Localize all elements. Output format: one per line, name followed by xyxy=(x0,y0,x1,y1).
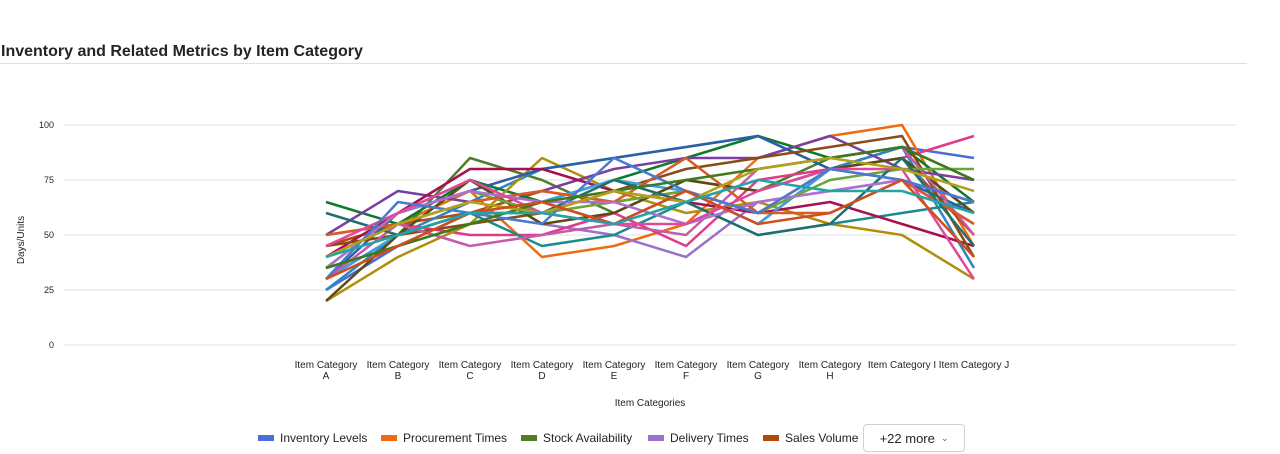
legend-swatch xyxy=(521,435,537,441)
legend-label: Procurement Times xyxy=(403,431,508,445)
y-tick-label: 50 xyxy=(44,230,54,240)
chevron-down-icon: ⌄ xyxy=(940,432,949,443)
y-tick-label: 0 xyxy=(49,340,54,350)
x-tick-label-line: E xyxy=(611,371,618,382)
legend-item[interactable]: Sales Volume xyxy=(763,430,858,446)
legend-swatch xyxy=(381,435,397,441)
x-tick-label-line: Item Category I xyxy=(868,360,936,371)
series-line-series-27[interactable] xyxy=(325,178,975,259)
series-line-series-9[interactable] xyxy=(325,156,975,303)
legend-label: Stock Availability xyxy=(543,431,633,445)
x-tick-label-line: G xyxy=(754,371,762,382)
legend-item[interactable]: Inventory Levels xyxy=(258,430,367,446)
y-tick-label: 25 xyxy=(44,285,54,295)
legend: Inventory Levels Procurement Times Stock A… xyxy=(0,424,1280,454)
x-tick-label-line: Item Category xyxy=(655,360,718,371)
x-tick-label: Item Category G xyxy=(727,360,790,382)
x-tick-label-line: F xyxy=(683,371,689,382)
series-line-series-23[interactable] xyxy=(325,156,975,280)
legend-swatch xyxy=(648,435,664,441)
x-tick-label: Item Category C xyxy=(439,360,502,382)
x-tick-label-line: Item Category J xyxy=(939,360,1010,371)
x-tick-label-line: H xyxy=(826,371,833,382)
y-axis-title: Days/Units xyxy=(16,216,27,264)
legend-label: Sales Volume xyxy=(785,431,859,445)
series-line-series-22[interactable] xyxy=(325,167,976,280)
title-divider xyxy=(0,63,1247,64)
series-line-series-26[interactable] xyxy=(325,178,975,281)
x-tick-label: Item Category A xyxy=(295,360,358,382)
x-tick-label-line: C xyxy=(466,371,473,382)
chart-title: Inventory and Related Metrics by Item Ca… xyxy=(1,43,363,60)
y-tick-label: 100 xyxy=(39,120,54,130)
x-tick-label: Item Category F xyxy=(655,360,718,382)
x-tick-label: Item Category H xyxy=(799,360,862,382)
x-tick-label: Item Category J xyxy=(939,360,1010,371)
legend-label: Delivery Times xyxy=(670,431,749,445)
x-tick-label-line: Item Category xyxy=(727,360,790,371)
x-tick-label-line: Item Category xyxy=(799,360,862,371)
series-line-series-24[interactable] xyxy=(325,145,975,270)
y-tick-label: 75 xyxy=(44,175,54,185)
x-tick-label-line: Item Category xyxy=(295,360,358,371)
x-tick-label: Item Category I xyxy=(868,360,936,371)
legend-item[interactable]: Stock Availability xyxy=(521,430,632,446)
x-tick-label: Item Category E xyxy=(583,360,646,382)
series-lines[interactable] xyxy=(325,123,976,303)
legend-more-button[interactable]: +22 more ⌄ xyxy=(863,424,965,452)
x-tick-label-line: D xyxy=(538,371,545,382)
x-tick-label-line: Item Category xyxy=(367,360,430,371)
x-tick-label-line: Item Category xyxy=(583,360,646,371)
x-tick-label: Item Category D xyxy=(511,360,574,382)
legend-item[interactable]: Procurement Times xyxy=(381,430,507,446)
legend-swatch xyxy=(763,435,779,441)
x-axis-title: Item Categories xyxy=(615,398,686,409)
x-tick-label: Item Category B xyxy=(367,360,430,382)
legend-swatch xyxy=(258,435,274,441)
x-tick-label-line: A xyxy=(323,371,330,382)
legend-item[interactable]: Delivery Times xyxy=(648,430,749,446)
legend-more-label: +22 more xyxy=(879,430,935,446)
x-tick-label-line: Item Category xyxy=(439,360,502,371)
x-tick-label-line: B xyxy=(395,371,402,382)
x-tick-label-line: Item Category xyxy=(511,360,574,371)
series-line-series-25[interactable] xyxy=(325,156,975,259)
y-axis-ticks: 0 25 50 75 100 xyxy=(39,120,54,350)
legend-label: Inventory Levels xyxy=(280,431,368,445)
